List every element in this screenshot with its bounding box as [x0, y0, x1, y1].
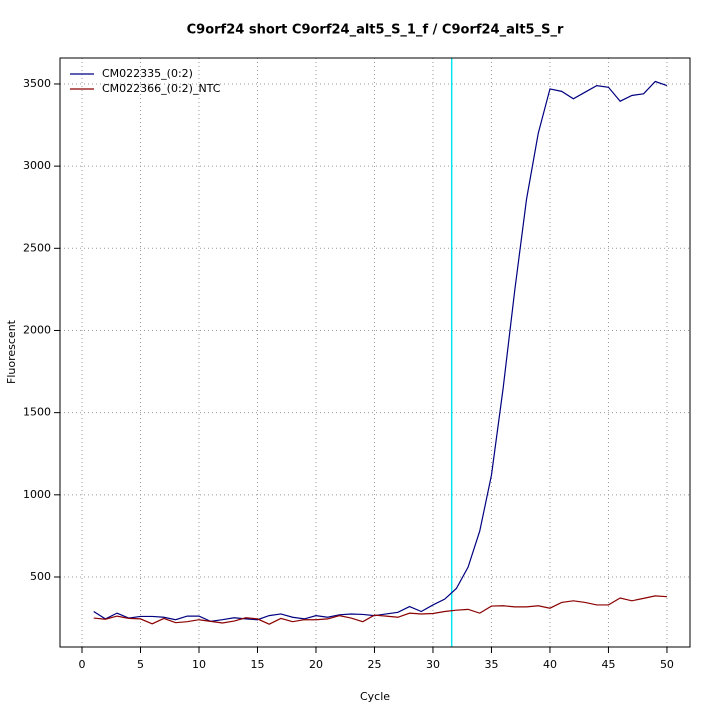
x-tick-label: 0	[78, 658, 85, 671]
y-tick-label: 500	[30, 570, 51, 583]
x-tick-label: 40	[543, 658, 557, 671]
legend-label: CM022335_(0:2)	[102, 67, 193, 80]
y-tick-label: 3500	[23, 77, 51, 90]
x-tick-label: 50	[660, 658, 674, 671]
x-tick-label: 20	[309, 658, 323, 671]
x-tick-label: 35	[484, 658, 498, 671]
x-tick-label: 30	[426, 658, 440, 671]
y-axis-label: Fluorescent	[5, 319, 18, 384]
x-tick-label: 25	[367, 658, 381, 671]
y-tick-label: 3000	[23, 159, 51, 172]
x-tick-label: 5	[137, 658, 144, 671]
y-tick-label: 2500	[23, 241, 51, 254]
y-tick-label: 1000	[23, 488, 51, 501]
x-tick-label: 45	[601, 658, 615, 671]
y-tick-label: 1500	[23, 406, 51, 419]
plot-frame	[59, 57, 691, 648]
y-tick-label: 2000	[23, 323, 51, 336]
x-tick-label: 10	[192, 658, 206, 671]
chart-title: C9orf24 short C9orf24_alt5_S_1_f / C9orf…	[187, 23, 564, 38]
series-line	[93, 595, 667, 625]
x-axis-label: Cycle	[360, 690, 390, 703]
series-line	[93, 80, 668, 622]
legend-label: CM022366_(0:2)_NTC	[102, 82, 221, 95]
x-tick-label: 15	[250, 658, 264, 671]
